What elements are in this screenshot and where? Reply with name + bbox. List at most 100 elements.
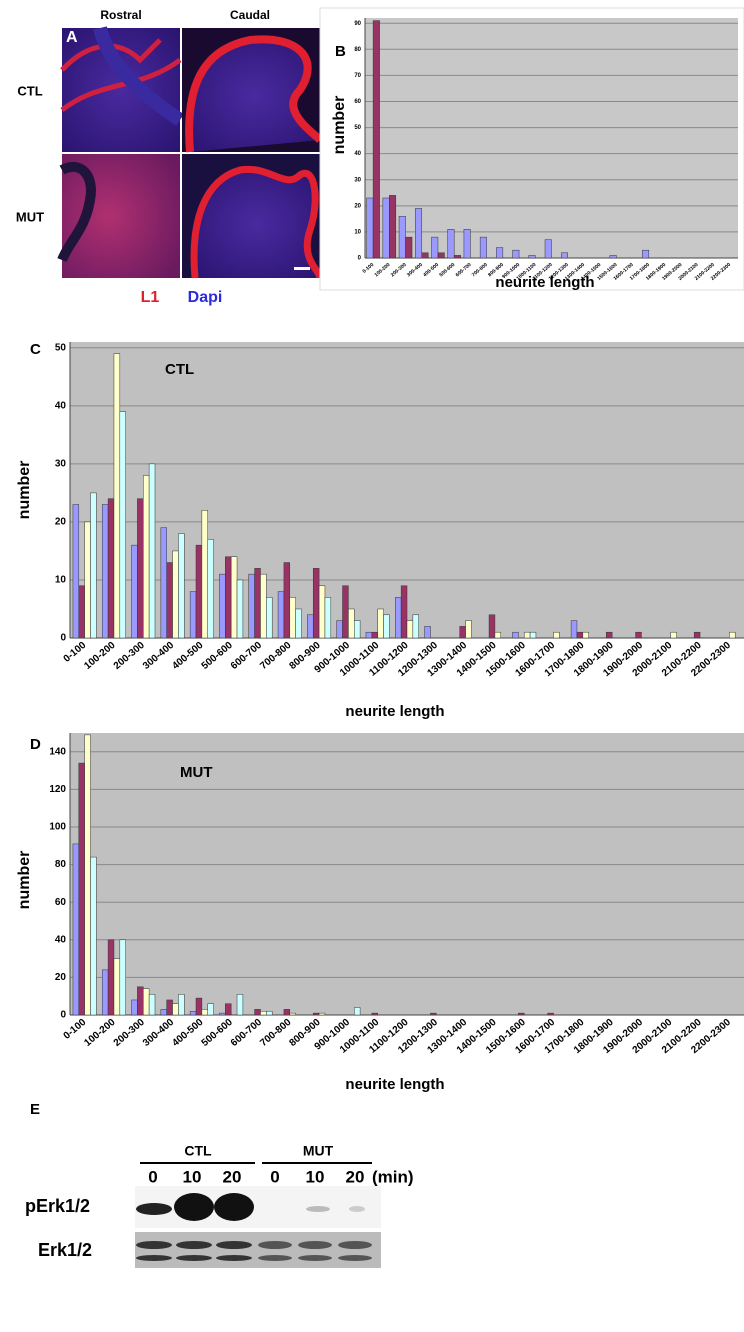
bar — [237, 994, 243, 1015]
bar — [354, 621, 360, 638]
bar — [313, 1013, 319, 1015]
y-tick-label: 60 — [354, 99, 361, 105]
y-tick-label: 30 — [55, 459, 67, 470]
bar — [196, 998, 202, 1015]
y-tick-label: 140 — [49, 746, 66, 757]
bar — [671, 632, 677, 638]
bar — [373, 21, 379, 258]
bar — [120, 940, 126, 1015]
x-tick-label: 300-400 — [141, 1017, 177, 1049]
x-tick-label: 700-800 — [258, 1017, 294, 1049]
bar — [438, 253, 444, 258]
y-tick-label: 50 — [55, 342, 67, 353]
bar — [85, 735, 91, 1015]
bar — [513, 250, 519, 258]
x-tick-label: 600-700 — [229, 640, 265, 672]
bar — [231, 557, 237, 638]
bar — [372, 1013, 378, 1015]
bar — [367, 198, 373, 258]
bar — [161, 528, 167, 638]
bar — [512, 632, 518, 638]
time-label: 0 — [270, 1167, 279, 1186]
bar — [406, 237, 412, 258]
y-tick-label: 40 — [354, 151, 361, 157]
bar — [260, 574, 266, 638]
x-axis-label: neurite length — [345, 1076, 444, 1093]
row-label: MUT — [16, 209, 44, 224]
bar — [114, 354, 120, 638]
bar — [407, 621, 413, 638]
blot — [135, 1232, 381, 1268]
y-tick-label: 90 — [354, 21, 361, 27]
column-label: Caudal — [230, 8, 270, 22]
bar — [372, 632, 378, 638]
bar — [548, 1013, 554, 1015]
bar — [290, 597, 296, 638]
bar — [178, 994, 184, 1015]
bar — [561, 253, 567, 258]
bar — [415, 208, 421, 258]
x-axis-label: neurite length — [345, 703, 444, 720]
bar — [466, 621, 472, 638]
bar — [132, 545, 138, 638]
panel-letter: E — [30, 1101, 40, 1118]
blot — [135, 1186, 381, 1228]
bar — [495, 632, 501, 638]
bar — [202, 510, 208, 638]
bar — [518, 1013, 524, 1015]
bar — [307, 615, 313, 638]
bar — [454, 255, 460, 258]
bar — [480, 237, 486, 258]
bar — [425, 626, 431, 638]
x-tick-label: 400-500 — [170, 1017, 206, 1049]
bar — [577, 632, 583, 638]
unit-label: (min) — [372, 1167, 414, 1186]
bar — [489, 615, 495, 638]
bar — [460, 626, 466, 638]
row-label: Erk1/2 — [38, 1240, 92, 1260]
bar — [266, 1011, 272, 1015]
bar — [173, 551, 179, 638]
bar — [366, 632, 372, 638]
bar — [85, 522, 91, 638]
bar — [278, 592, 284, 638]
bar — [225, 557, 231, 638]
bar — [149, 464, 155, 638]
y-tick-label: 0 — [60, 1010, 66, 1021]
bar — [413, 615, 419, 638]
x-tick-label: 200-300 — [112, 1017, 148, 1049]
bar — [173, 1004, 179, 1015]
panel-letter: B — [335, 43, 346, 60]
x-tick-label: 100-200 — [82, 640, 118, 672]
bar — [190, 592, 196, 638]
bar — [190, 1011, 196, 1015]
bar — [290, 1013, 296, 1015]
bar — [399, 216, 405, 258]
bar — [108, 499, 114, 638]
bar — [167, 563, 173, 638]
bar — [249, 574, 255, 638]
bar — [383, 198, 389, 258]
bar — [636, 632, 642, 638]
bar — [167, 1000, 173, 1015]
column-label: Rostral — [100, 8, 141, 22]
bar — [178, 534, 184, 638]
bar — [219, 574, 225, 638]
bar — [571, 621, 577, 638]
y-tick-label: 60 — [55, 897, 67, 908]
bar — [208, 539, 214, 638]
bar — [120, 412, 126, 638]
bar — [73, 844, 79, 1015]
chart-title: CTL — [165, 361, 194, 378]
x-tick-label: 400-500 — [170, 640, 206, 672]
bar — [219, 1013, 225, 1015]
y-tick-label: 10 — [354, 229, 361, 235]
bar — [430, 1013, 436, 1015]
group-label: CTL — [184, 1143, 212, 1159]
bar — [401, 586, 407, 638]
bar — [378, 609, 384, 638]
bar — [161, 1009, 167, 1015]
bar — [91, 857, 97, 1015]
y-tick-label: 70 — [354, 73, 361, 79]
figure: Rostral Caudal CTL MUT A L1 Dapi E CTL M… — [0, 0, 744, 1332]
